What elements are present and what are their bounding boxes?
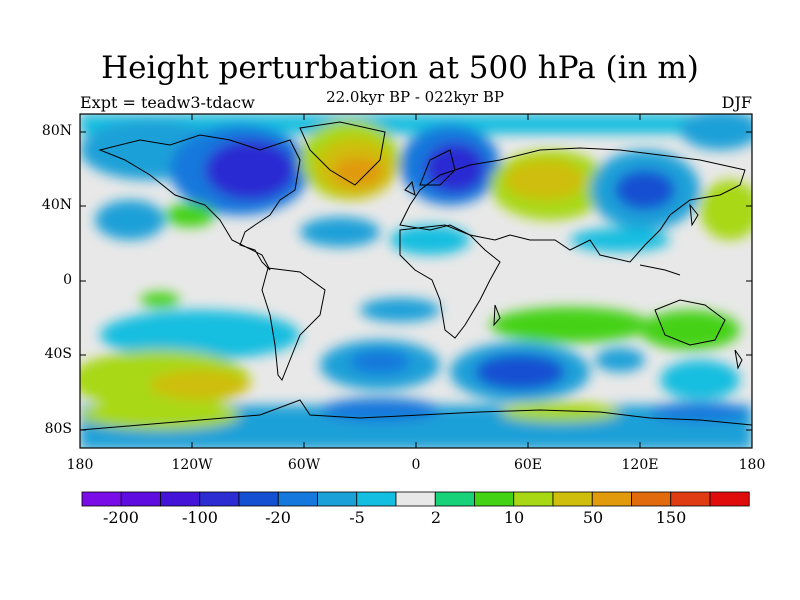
plot-subtitle: 22.0kyr BP - 022kyr BP <box>326 88 504 106</box>
colorbar-swatch <box>238 491 279 507</box>
plot-title: Height perturbation at 500 hPa (in m) <box>101 50 699 86</box>
x-tick-60e: 60E <box>513 457 543 473</box>
colorbar-swatch <box>709 491 750 507</box>
colorbar-swatch <box>631 491 672 507</box>
colorbar-swatch <box>356 491 397 507</box>
colorbar-label: -20 <box>265 508 291 527</box>
colorbar-swatch <box>277 491 318 507</box>
x-tick-180e: 180 <box>738 457 766 473</box>
x-tick-0: 0 <box>411 457 421 473</box>
colorbar-swatch <box>199 491 240 507</box>
height-field <box>80 114 752 448</box>
season-label: DJF <box>721 93 752 112</box>
colorbar-label: -200 <box>103 508 139 527</box>
colorbar-label: -100 <box>182 508 218 527</box>
colorbar-label: 50 <box>582 508 604 527</box>
experiment-label: Expt = teadw3-tdacw <box>80 93 255 112</box>
colorbar-swatch <box>434 491 475 507</box>
colorbar-swatch <box>552 491 593 507</box>
y-tick-40n: 40N <box>41 197 72 213</box>
colorbar-swatch <box>474 491 515 507</box>
colorbar-swatch <box>670 491 711 507</box>
y-tick-40s: 40S <box>44 346 72 362</box>
x-tick-180w: 180 <box>66 457 94 473</box>
colorbar-swatch <box>395 491 436 507</box>
colorbar-label: 10 <box>503 508 525 527</box>
axis-ticks <box>80 114 752 448</box>
colorbar-label: -5 <box>349 508 365 527</box>
colorbar-swatch <box>160 491 201 507</box>
x-tick-120e: 120E <box>621 457 659 473</box>
colorbar-swatch <box>591 491 632 507</box>
colorbar-swatch <box>513 491 554 507</box>
colorbar-swatch <box>81 491 122 507</box>
colorbar-swatch <box>120 491 161 507</box>
x-tick-60w: 60W <box>287 457 321 473</box>
y-tick-80s: 80S <box>44 421 72 437</box>
y-tick-80n: 80N <box>41 123 72 139</box>
y-tick-0: 0 <box>63 272 72 288</box>
colorbar-swatch <box>317 491 358 507</box>
colorbar <box>81 491 750 507</box>
colorbar-label: 2 <box>430 508 442 527</box>
colorbar-label: 150 <box>655 508 687 527</box>
x-tick-120w: 120W <box>171 457 213 473</box>
coastlines <box>80 121 752 431</box>
